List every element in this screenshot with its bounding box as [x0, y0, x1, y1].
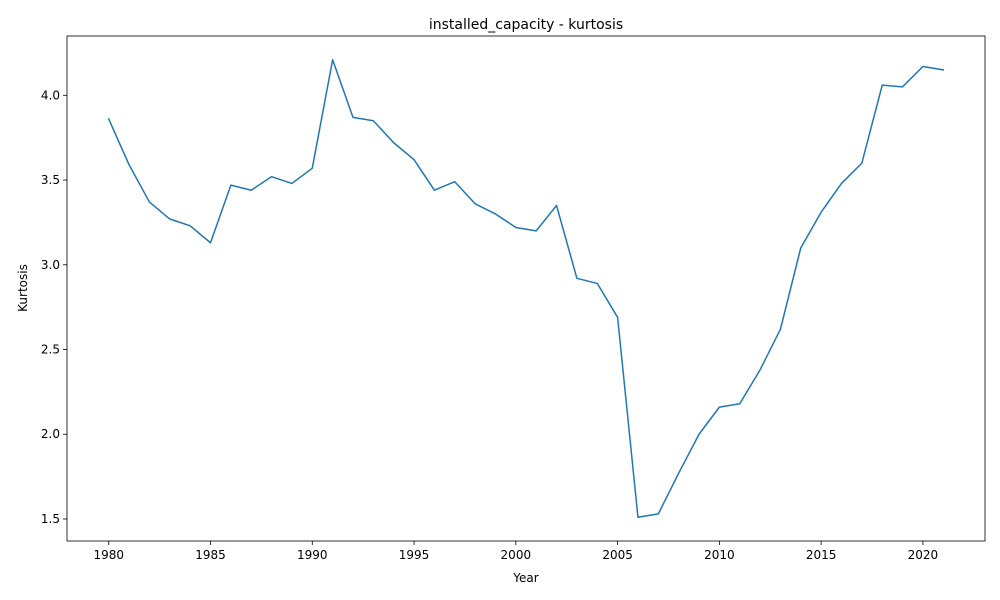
- series-line-kurtosis: [107, 58, 945, 519]
- plot-area-frame: [66, 35, 986, 542]
- y-tick-label: 1.5: [41, 512, 60, 526]
- y-tick-label: 3.5: [41, 173, 60, 187]
- x-tick-label: 2010: [704, 548, 735, 562]
- x-tick-label: 1985: [195, 548, 226, 562]
- x-tick-label: 2005: [602, 548, 633, 562]
- x-tick-label: 2020: [908, 548, 939, 562]
- x-tick-label: 1980: [93, 548, 124, 562]
- chart-title: installed_capacity - kurtosis: [429, 17, 623, 33]
- x-tick-label: 1990: [297, 548, 328, 562]
- x-tick-label: 1995: [399, 548, 430, 562]
- y-tick-label: 4.0: [41, 88, 60, 102]
- y-tick-label: 2.5: [41, 343, 60, 357]
- y-axis-ticks: 1.5 2.0 2.5 3.0 3.5 4.0: [41, 88, 67, 526]
- x-axis-label: Year: [512, 571, 538, 585]
- y-tick-label: 3.0: [41, 258, 60, 272]
- y-axis-label: Kurtosis: [16, 264, 30, 312]
- x-tick-label: 2000: [501, 548, 532, 562]
- x-tick-label: 2015: [806, 548, 837, 562]
- x-axis-ticks: 1980 1985 1990 1995 2000 2005 2010 2015 2020: [93, 541, 938, 562]
- y-tick-label: 2.0: [41, 427, 60, 441]
